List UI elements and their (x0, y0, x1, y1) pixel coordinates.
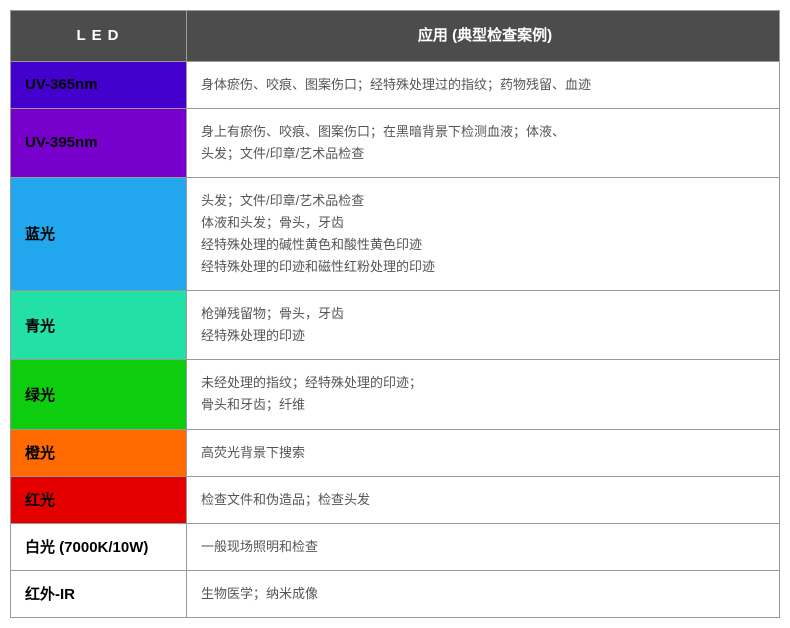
application-line: 经特殊处理的印迹和磁性红粉处理的印迹 (201, 256, 435, 278)
application-cell: 头发；文件/印章/艺术品检查体液和头发；骨头，牙齿经特殊处理的碱性黄色和酸性黄色… (187, 178, 779, 290)
led-application-table: LED 应用 (典型检查案例) UV-365nm 身体瘀伤、咬痕、图案伤口；经特殊… (10, 10, 780, 618)
led-cell: 红光 (11, 477, 187, 523)
application-cell: 高荧光背景下搜索 (187, 430, 779, 476)
application-line: 高荧光背景下搜索 (201, 442, 305, 464)
led-cell: 白光 (7000K/10W) (11, 524, 187, 570)
application-line: 一般现场照明和检查 (201, 536, 318, 558)
header-led: LED (11, 11, 187, 61)
application-cell: 生物医学；纳米成像 (187, 571, 779, 617)
led-cell: 绿光 (11, 360, 187, 428)
led-cell: 蓝光 (11, 178, 187, 290)
table-row: 青光枪弹残留物；骨头，牙齿经特殊处理的印迹 (11, 291, 779, 360)
application-line: 检查文件和伪造品；检查头发 (201, 489, 370, 511)
application-line: 生物医学；纳米成像 (201, 583, 318, 605)
table-row: 红外-IR 生物医学；纳米成像 (11, 571, 779, 617)
application-cell: 检查文件和伪造品；检查头发 (187, 477, 779, 523)
application-cell: 未经处理的指纹；经特殊处理的印迹；骨头和牙齿；纤维 (187, 360, 779, 428)
table-row: 橙光高荧光背景下搜索 (11, 430, 779, 477)
application-line: 头发；文件/印章/艺术品检查 (201, 190, 435, 212)
table-row: 绿光未经处理的指纹；经特殊处理的印迹；骨头和牙齿；纤维 (11, 360, 779, 429)
table-row: 红光检查文件和伪造品；检查头发 (11, 477, 779, 524)
table-row: 蓝光头发；文件/印章/艺术品检查体液和头发；骨头，牙齿经特殊处理的碱性黄色和酸性… (11, 178, 779, 291)
led-cell: UV-365nm (11, 62, 187, 108)
table-row: 白光 (7000K/10W) 一般现场照明和检查 (11, 524, 779, 571)
application-line: 体液和头发；骨头，牙齿 (201, 212, 435, 234)
table-row: UV-365nm 身体瘀伤、咬痕、图案伤口；经特殊处理过的指纹；药物残留、血迹 (11, 62, 779, 109)
application-line: 骨头和牙齿；纤维 (201, 394, 422, 416)
application-line: 未经处理的指纹；经特殊处理的印迹； (201, 372, 422, 394)
application-cell: 身体瘀伤、咬痕、图案伤口；经特殊处理过的指纹；药物残留、血迹 (187, 62, 779, 108)
led-cell: 橙光 (11, 430, 187, 476)
application-cell: 一般现场照明和检查 (187, 524, 779, 570)
application-cell: 枪弹残留物；骨头，牙齿经特殊处理的印迹 (187, 291, 779, 359)
led-cell: UV-395nm (11, 109, 187, 177)
table-row: UV-395nm身上有瘀伤、咬痕、图案伤口；在黑暗背景下检测血液；体液、头发；文… (11, 109, 779, 178)
application-line: 头发；文件/印章/艺术品检查 (201, 143, 565, 165)
application-line: 身上有瘀伤、咬痕、图案伤口；在黑暗背景下检测血液；体液、 (201, 121, 565, 143)
application-line: 经特殊处理的碱性黄色和酸性黄色印迹 (201, 234, 435, 256)
application-line: 经特殊处理的印迹 (201, 325, 344, 347)
table-header-row: LED 应用 (典型检查案例) (11, 11, 779, 62)
led-cell: 青光 (11, 291, 187, 359)
led-cell: 红外-IR (11, 571, 187, 617)
header-app: 应用 (典型检查案例) (187, 11, 779, 61)
application-line: 枪弹残留物；骨头，牙齿 (201, 303, 344, 325)
application-line: 身体瘀伤、咬痕、图案伤口；经特殊处理过的指纹；药物残留、血迹 (201, 74, 591, 96)
application-cell: 身上有瘀伤、咬痕、图案伤口；在黑暗背景下检测血液；体液、头发；文件/印章/艺术品… (187, 109, 779, 177)
